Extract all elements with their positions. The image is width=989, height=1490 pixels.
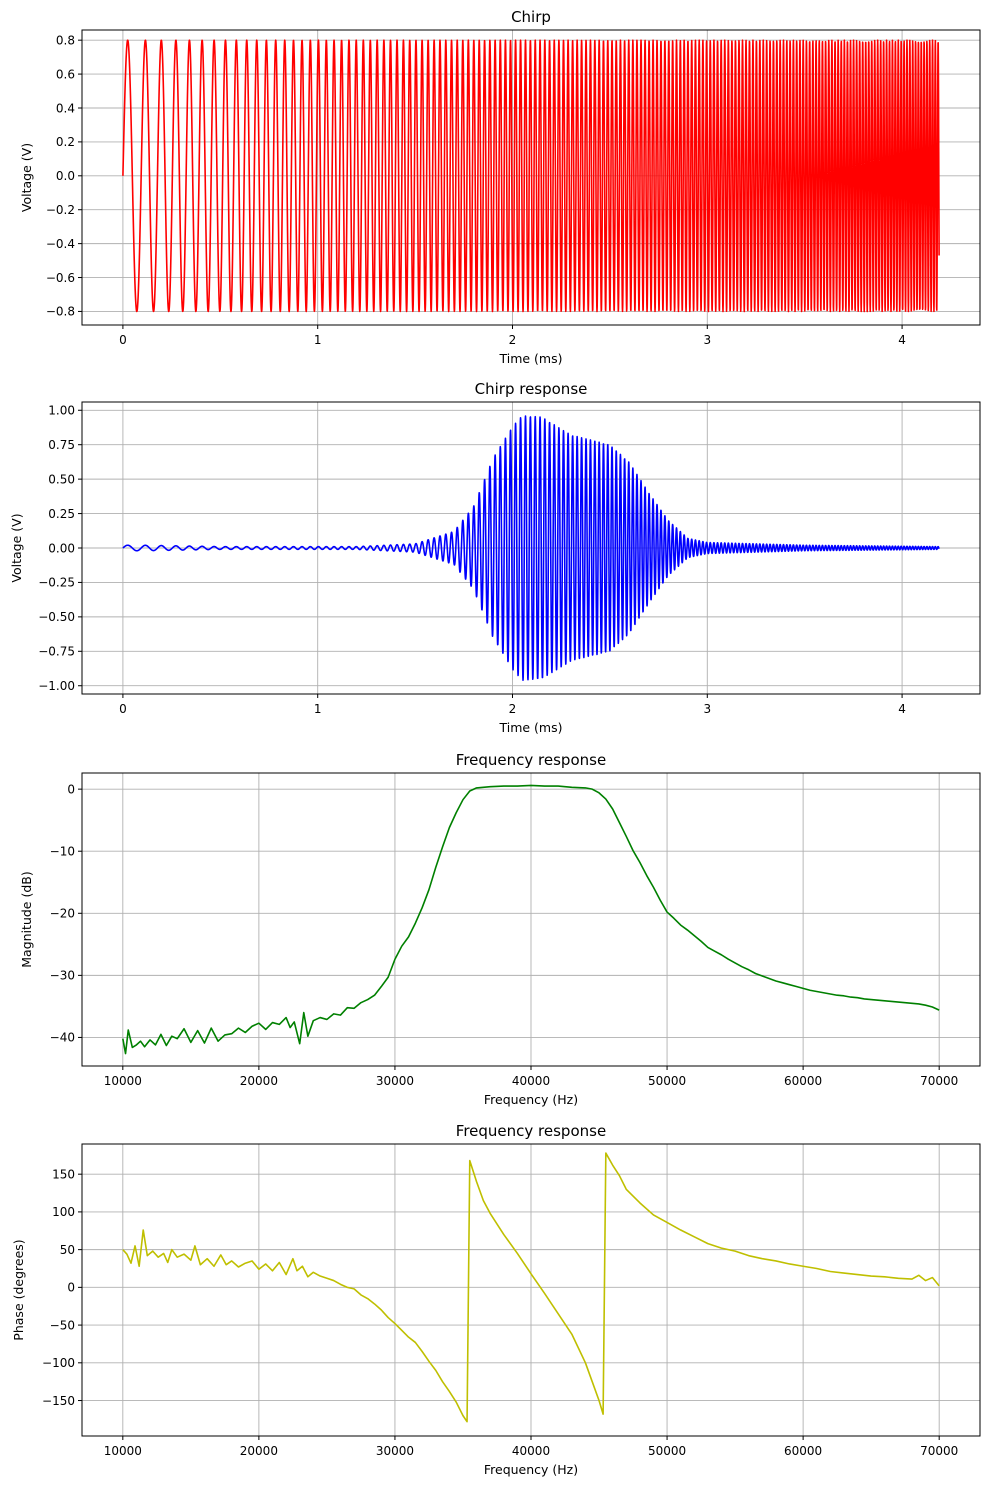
chart-title: Chirp [511,8,551,26]
x-tick-label: 50000 [648,1074,686,1088]
x-tick-label: 0 [119,702,127,716]
y-tick-label: 0 [67,782,75,796]
x-tick-label: 30000 [376,1074,414,1088]
y-tick-label: 0 [67,1281,75,1295]
y-tick-label: −100 [42,1356,75,1370]
x-tick-label: 4 [898,333,906,347]
x-tick-label: 4 [898,702,906,716]
x-tick-label: 40000 [512,1074,550,1088]
x-axis-label: Time (ms) [498,351,562,366]
x-tick-label: 60000 [784,1074,822,1088]
y-tick-label: 0.8 [56,33,75,47]
y-tick-label: −0.25 [38,576,75,590]
y-tick-label: 0.4 [56,101,75,115]
y-tick-label: 1.00 [48,404,75,418]
y-tick-label: 0.0 [56,169,75,183]
y-tick-label: 150 [52,1167,75,1181]
x-tick-label: 3 [703,333,711,347]
chirp-response-plot: 0 1 2 3 4 −1.00 −0.75 −0.50 −0.25 0.00 0.25 0.50 0.7… [9,380,981,735]
x-axis-label: Frequency (Hz) [484,1462,578,1477]
y-tick-label: −50 [50,1318,75,1332]
axes-frame [81,29,981,326]
series-line [122,415,940,681]
y-tick-label: −30 [50,969,75,983]
x-tick-label: 1 [314,702,322,716]
y-axis-label: Magnitude (dB) [19,871,34,967]
series-line [122,39,940,313]
chart-title: Chirp response [475,380,588,398]
x-tick-label: 10000 [104,1074,142,1088]
y-tick-label: −20 [50,907,75,921]
x-tick-label: 20000 [240,1074,278,1088]
y-axis-label: Voltage (V) [19,143,34,212]
y-axis-label: Voltage (V) [9,513,24,582]
y-tick-label: −0.8 [46,305,75,319]
x-tick-label: 10000 [104,1444,142,1458]
x-tick-label: 70000 [920,1074,958,1088]
y-tick-label: −0.4 [46,237,75,251]
y-tick-label: 0.25 [48,507,75,521]
y-tick-label: 100 [52,1205,75,1219]
x-tick-label: 50000 [648,1444,686,1458]
y-tick-label: 0.75 [48,438,75,452]
x-tick-label: 2 [509,702,517,716]
x-axis-label: Frequency (Hz) [484,1092,578,1107]
x-tick-label: 3 [703,702,711,716]
magnitude-plot: 10000 20000 30000 40000 50000 60000 70000 −40 −3… [19,751,981,1107]
y-tick-label: −150 [42,1394,75,1408]
y-tick-label: −10 [50,845,75,859]
x-tick-label: 30000 [376,1444,414,1458]
y-tick-label: 50 [60,1243,75,1257]
chirp-plot: 0 1 2 3 4 −0.8 −0.6 −0.4 −0.2 0.0 0.2 0.4 0.6 0.8 Chir… [19,8,981,366]
chart-title: Frequency response [456,751,606,769]
y-tick-label: 0.2 [56,135,75,149]
chart-title: Frequency response [456,1122,606,1140]
y-tick-label: −0.50 [38,610,75,624]
x-tick-label: 2 [509,333,517,347]
y-tick-label: 0.50 [48,472,75,486]
x-tick-label: 40000 [512,1444,550,1458]
phase-plot: 10000 20000 30000 40000 50000 60000 70000 −150 −… [11,1122,981,1477]
series-line [122,1152,940,1423]
x-axis-label: Time (ms) [498,720,562,735]
y-tick-label: 0.00 [48,541,75,555]
series-line [122,784,940,1055]
y-axis-label: Phase (degrees) [11,1239,26,1340]
x-tick-label: 70000 [920,1444,958,1458]
x-tick-label: 60000 [784,1444,822,1458]
y-tick-label: −0.6 [46,271,75,285]
x-tick-label: 20000 [240,1444,278,1458]
y-tick-label: 0.6 [56,67,75,81]
x-tick-label: 1 [314,333,322,347]
y-tick-label: −1.00 [38,679,75,693]
y-tick-label: −0.75 [38,645,75,659]
y-tick-label: −0.2 [46,203,75,217]
y-tick-label: −40 [50,1031,75,1045]
x-tick-label: 0 [119,333,127,347]
